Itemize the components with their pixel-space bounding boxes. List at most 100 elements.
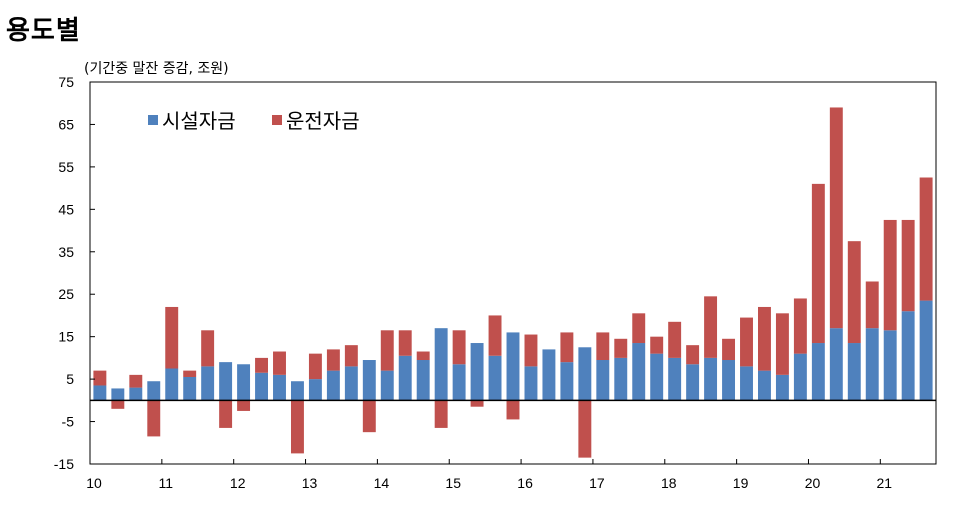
bar-working-fund <box>129 374 143 388</box>
bar-facility-fund <box>578 347 592 401</box>
bar-working-fund <box>811 183 825 344</box>
y-tick-label: 15 <box>58 329 74 345</box>
bar-facility-fund <box>722 360 736 401</box>
y-tick-label: 45 <box>58 201 74 217</box>
bar-working-fund <box>829 107 843 329</box>
bar-facility-fund <box>560 362 574 401</box>
x-tick-label: 17 <box>589 475 605 491</box>
x-tick-label: 13 <box>302 475 318 491</box>
bar-facility-fund <box>183 376 197 401</box>
bar-facility-fund <box>255 372 268 401</box>
legend-swatch <box>272 115 282 125</box>
bar-working-fund <box>255 357 268 373</box>
bar-facility-fund <box>344 366 358 401</box>
bar-working-fund <box>273 351 286 375</box>
y-tick-label: 65 <box>58 116 74 132</box>
bar-facility-fund <box>219 362 233 401</box>
plot-frame <box>89 81 937 465</box>
bar-facility-fund <box>506 332 520 401</box>
bar-working-fund <box>793 298 807 354</box>
y-tick-label: -15 <box>54 456 74 472</box>
bar-facility-fund <box>740 366 753 401</box>
bar-working-fund <box>668 321 682 358</box>
bar-facility-fund <box>326 370 340 401</box>
bar-working-fund <box>398 330 412 356</box>
bar-working-fund <box>704 296 718 358</box>
bar-working-fund <box>452 330 466 365</box>
bar-working-fund <box>362 400 376 433</box>
bar-working-fund <box>560 332 574 363</box>
bar-facility-fund <box>416 360 430 401</box>
bar-working-fund <box>847 241 861 344</box>
bar-facility-fund <box>398 355 412 401</box>
bar-working-fund <box>201 330 215 367</box>
x-tick-label: 15 <box>445 475 461 491</box>
bar-facility-fund <box>308 379 322 401</box>
bar-facility-fund <box>147 381 161 401</box>
x-tick-label: 20 <box>805 475 821 491</box>
legend-label: 시설자금 <box>162 109 236 133</box>
bar-facility-fund <box>829 328 843 401</box>
bar-facility-fund <box>704 357 718 401</box>
y-tick-label: -5 <box>62 414 75 430</box>
x-tick-label: 19 <box>733 475 749 491</box>
bar-facility-fund <box>919 300 933 401</box>
bar-working-fund <box>632 313 646 344</box>
bar-facility-fund <box>775 374 789 401</box>
bar-facility-fund <box>452 364 466 401</box>
bar-working-fund <box>183 370 197 377</box>
bar-working-fund <box>740 317 753 367</box>
bar-working-fund <box>308 353 322 380</box>
bar-facility-fund <box>901 311 915 401</box>
x-tick-label: 12 <box>230 475 246 491</box>
legend-swatch <box>148 115 158 125</box>
bars-layer <box>93 107 933 458</box>
bar-facility-fund <box>686 364 700 401</box>
legend-label: 운전자금 <box>286 109 360 133</box>
bar-facility-fund <box>273 374 286 401</box>
y-tick-label: 55 <box>58 159 74 175</box>
bar-facility-fund <box>793 353 807 401</box>
bar-working-fund <box>865 281 879 329</box>
unit-label: (기간중 말잔 증감, 조원) <box>84 61 229 77</box>
bar-facility-fund <box>524 366 538 401</box>
bar-facility-fund <box>632 343 646 401</box>
bar-facility-fund <box>542 349 556 401</box>
bar-facility-fund <box>380 370 394 401</box>
bar-working-fund <box>488 315 502 356</box>
bar-working-fund <box>93 370 107 386</box>
y-tick-label: 75 <box>58 74 74 90</box>
bar-facility-fund <box>865 328 879 401</box>
bar-working-fund <box>434 400 448 428</box>
x-tick-label: 11 <box>159 475 174 491</box>
bar-facility-fund <box>614 357 628 401</box>
bar-working-fund <box>416 351 430 361</box>
y-tick-label: 35 <box>58 244 74 260</box>
bar-working-fund <box>596 332 610 361</box>
bar-facility-fund <box>129 387 143 401</box>
bar-facility-fund <box>237 364 251 401</box>
y-axis: 75 65 55 45 35 25 15 5 -5 -15 <box>54 74 95 472</box>
bar-facility-fund <box>201 366 215 401</box>
bar-working-fund <box>380 330 394 371</box>
bar-working-fund <box>344 345 358 367</box>
x-tick-label: 10 <box>86 475 102 491</box>
y-tick-label: 5 <box>66 371 74 387</box>
y-tick-label: 25 <box>58 286 74 302</box>
bar-facility-fund <box>811 343 825 401</box>
legend: 시설자금 운전자금 <box>148 109 360 133</box>
x-tick-label: 14 <box>374 475 390 491</box>
bar-working-fund <box>165 306 179 369</box>
bar-facility-fund <box>758 370 771 401</box>
bar-facility-fund <box>290 381 304 401</box>
bar-working-fund <box>758 306 771 371</box>
bar-working-fund <box>578 400 592 458</box>
bar-facility-fund <box>847 343 861 401</box>
bar-working-fund <box>524 334 538 367</box>
chart-title: 용도별 <box>6 16 81 46</box>
x-tick-label: 21 <box>877 475 893 491</box>
bar-working-fund <box>326 349 340 371</box>
bar-working-fund <box>470 400 484 407</box>
bar-working-fund <box>722 338 736 361</box>
